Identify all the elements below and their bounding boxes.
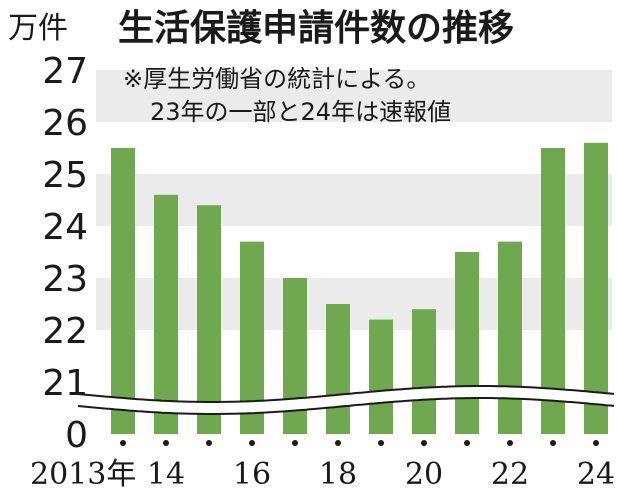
x-tick-label: 14 [147, 457, 185, 492]
y-tick-label: 27 [42, 51, 88, 92]
bar [498, 241, 522, 434]
bar [197, 205, 221, 434]
grid-band [96, 70, 612, 122]
bar [584, 142, 608, 435]
y-tick-label: 24 [42, 207, 88, 248]
x-axis-labels: 2013年 14 16 18 20 22 24 [30, 457, 615, 492]
axis-break-line [77, 385, 615, 403]
x-axis-dots [120, 440, 599, 446]
x-tick-dot [593, 440, 599, 446]
bar [455, 252, 479, 434]
x-tick-label: 24 [577, 457, 615, 492]
grid-band [96, 174, 612, 226]
y-tick-label: 0 [65, 415, 88, 456]
x-tick-dot [335, 440, 341, 446]
x-tick-dot [120, 440, 126, 446]
x-tick-dot [507, 440, 513, 446]
axis-break-gap [77, 386, 615, 414]
y-tick-label: 26 [42, 103, 88, 144]
y-tick-label: 22 [42, 311, 88, 352]
x-tick-label: 20 [405, 457, 443, 492]
bar [369, 319, 393, 434]
x-tick-dot [292, 440, 298, 446]
chart-title: 生活保護申請件数の推移 [118, 8, 514, 49]
source-note: ※厚生労働省の統計による。 [123, 65, 430, 93]
x-tick-dot [550, 440, 556, 446]
x-tick-dot [421, 440, 427, 446]
axis-break-line [77, 397, 615, 415]
bars [111, 142, 608, 435]
x-tick-label: 2013年 [30, 457, 136, 492]
x-tick-label: 22 [491, 457, 529, 492]
x-tick-dot [163, 440, 169, 446]
y-unit-label: 万件 [8, 11, 68, 46]
x-tick-label: 18 [319, 457, 357, 492]
bar [111, 148, 135, 434]
bar [541, 148, 565, 434]
grid-band [96, 278, 612, 330]
provisional-note: 23年の一部と24年は速報値 [150, 98, 451, 126]
axis-break [77, 385, 615, 415]
bar [326, 304, 350, 434]
x-tick-dot [464, 440, 470, 446]
y-tick-label: 25 [42, 155, 88, 196]
y-tick-label: 23 [42, 259, 88, 300]
grid-bands [96, 70, 612, 330]
x-tick-dot [206, 440, 212, 446]
x-tick-dot [249, 440, 255, 446]
x-tick-dot [378, 440, 384, 446]
bar [412, 309, 436, 434]
bar [154, 194, 178, 434]
x-tick-label: 16 [233, 457, 271, 492]
